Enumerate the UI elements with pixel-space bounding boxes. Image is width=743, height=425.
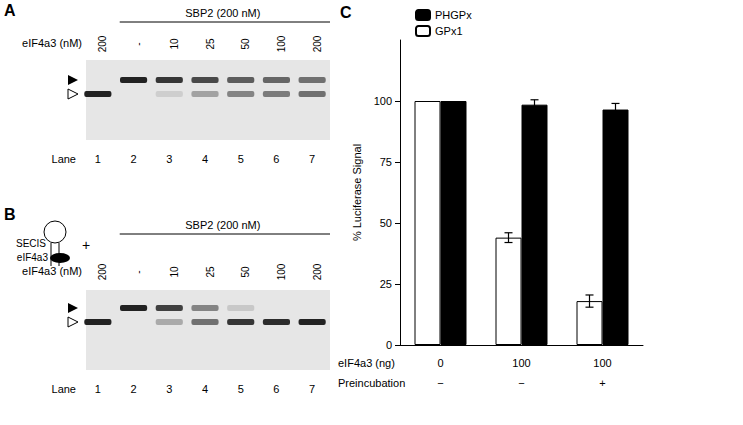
svg-text:6: 6 (273, 383, 279, 395)
svg-text:+: + (82, 237, 90, 253)
svg-text:B: B (4, 206, 16, 223)
svg-text:% Luciferase Signal: % Luciferase Signal (351, 144, 363, 241)
svg-text:7: 7 (309, 383, 315, 395)
svg-text:SBP2 (200 nM): SBP2 (200 nM) (185, 7, 260, 19)
svg-text:C: C (340, 4, 352, 21)
svg-text:−: − (437, 377, 443, 389)
svg-text:5: 5 (238, 153, 244, 165)
svg-text:25: 25 (205, 38, 216, 50)
svg-text:200: 200 (312, 263, 323, 280)
svg-text:10: 10 (169, 266, 180, 278)
svg-text:-: - (133, 270, 144, 273)
svg-text:50: 50 (240, 38, 251, 50)
svg-text:10: 10 (169, 38, 180, 50)
svg-text:SECIS: SECIS (16, 238, 46, 249)
svg-text:0: 0 (437, 357, 443, 369)
svg-text:4: 4 (202, 153, 208, 165)
svg-text:100: 100 (374, 95, 392, 107)
svg-text:50: 50 (380, 217, 392, 229)
svg-text:eIF4a3 (ng): eIF4a3 (ng) (338, 357, 395, 369)
svg-text:4: 4 (202, 383, 208, 395)
svg-text:Lane: Lane (52, 153, 76, 165)
svg-text:3: 3 (166, 153, 172, 165)
svg-text:7: 7 (309, 153, 315, 165)
svg-text:+: + (599, 377, 605, 389)
svg-text:5: 5 (238, 383, 244, 395)
svg-text:25: 25 (380, 278, 392, 290)
svg-text:eIF4a3 (nM): eIF4a3 (nM) (22, 265, 82, 277)
svg-text:−: − (518, 377, 524, 389)
svg-text:1: 1 (95, 383, 101, 395)
svg-text:1: 1 (95, 153, 101, 165)
svg-text:eIF4a3 (nM): eIF4a3 (nM) (22, 37, 82, 49)
svg-text:50: 50 (240, 266, 251, 278)
svg-text:200: 200 (312, 35, 323, 52)
svg-text:2: 2 (131, 153, 137, 165)
svg-text:100: 100 (276, 35, 287, 52)
svg-text:SBP2 (200 nM): SBP2 (200 nM) (185, 219, 260, 231)
svg-text:200: 200 (97, 35, 108, 52)
svg-text:PHGPx: PHGPx (435, 9, 472, 21)
svg-text:100: 100 (276, 263, 287, 280)
svg-text:-: - (133, 42, 144, 45)
svg-text:75: 75 (380, 156, 392, 168)
svg-text:2: 2 (131, 383, 137, 395)
svg-text:100: 100 (593, 357, 611, 369)
svg-text:100: 100 (512, 357, 530, 369)
svg-text:200: 200 (97, 263, 108, 280)
svg-text:eIF4a3: eIF4a3 (17, 252, 49, 263)
svg-text:3: 3 (166, 383, 172, 395)
svg-text:GPx1: GPx1 (435, 25, 463, 37)
svg-text:25: 25 (205, 266, 216, 278)
svg-text:Preincubation: Preincubation (338, 377, 405, 389)
svg-text:6: 6 (273, 153, 279, 165)
svg-text:Lane: Lane (52, 383, 76, 395)
svg-text:0: 0 (386, 339, 392, 351)
svg-text:A: A (4, 2, 16, 19)
